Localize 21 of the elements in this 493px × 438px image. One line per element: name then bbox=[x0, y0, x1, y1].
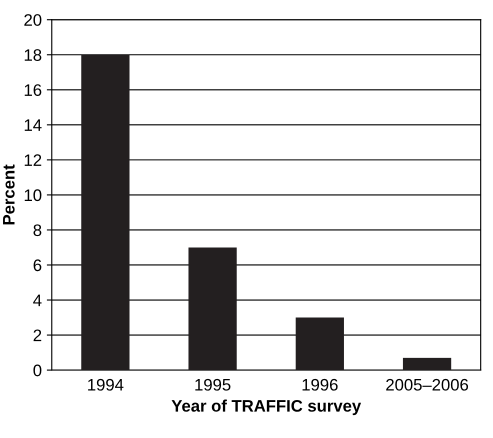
y-axis-title: Percent bbox=[3, 164, 15, 224]
y-tick-label: 4 bbox=[33, 294, 42, 306]
x-axis-title: Year of TRAFFIC survey bbox=[172, 400, 362, 416]
bar bbox=[81, 54, 130, 370]
y-tick-label: 10 bbox=[24, 189, 42, 202]
y-tick-label: 0 bbox=[33, 364, 42, 376]
x-tick-label: 1995 bbox=[195, 378, 230, 391]
y-tick-label: 16 bbox=[24, 84, 42, 96]
bar bbox=[188, 247, 237, 370]
bar bbox=[296, 318, 344, 370]
y-tick-label: 8 bbox=[34, 224, 42, 236]
y-tick-label: 14 bbox=[24, 119, 42, 131]
bar bbox=[402, 358, 452, 370]
y-tick-label: 2 bbox=[34, 329, 42, 342]
y-tick-label: 6 bbox=[34, 259, 42, 272]
y-tick-label: 20 bbox=[24, 14, 42, 26]
x-tick-label: 1994 bbox=[88, 378, 124, 391]
y-tick-label: 12 bbox=[24, 154, 42, 166]
x-tick-label: 1996 bbox=[302, 378, 338, 391]
x-tick-label: 2005–2006 bbox=[386, 378, 468, 391]
y-tick-label: 18 bbox=[24, 49, 42, 61]
